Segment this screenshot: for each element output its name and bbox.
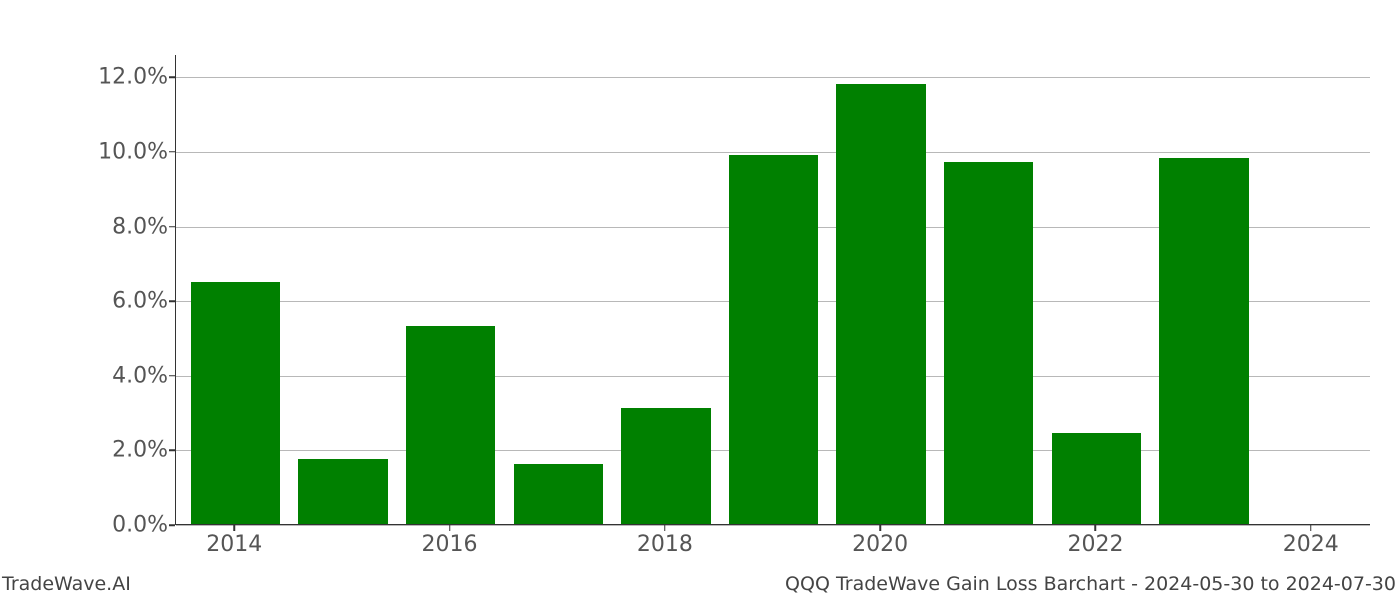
- y-axis-tick-label: 12.0%: [98, 65, 168, 90]
- x-axis-tick-label: 2022: [1067, 532, 1123, 557]
- bar-2016: [406, 326, 495, 524]
- y-axis-tick-mark: [169, 226, 175, 228]
- bar-2020: [836, 84, 925, 524]
- y-axis-tick-mark: [169, 151, 175, 153]
- y-axis-tick-label: 10.0%: [98, 139, 168, 164]
- bar-2019: [729, 155, 818, 524]
- x-axis-tick-label: 2020: [852, 532, 908, 557]
- gridline: [176, 77, 1370, 78]
- gridline: [176, 525, 1370, 526]
- bar-chart: [175, 55, 1370, 525]
- bar-2022: [1052, 433, 1141, 524]
- x-axis-tick-label: 2016: [422, 532, 478, 557]
- footer-right-text: QQQ TradeWave Gain Loss Barchart - 2024-…: [785, 573, 1396, 595]
- x-axis-tick-label: 2018: [637, 532, 693, 557]
- y-axis-tick-mark: [169, 450, 175, 452]
- y-axis-tick-mark: [169, 524, 175, 526]
- x-axis-tick-label: 2014: [206, 532, 262, 557]
- x-axis-tick-label: 2024: [1283, 532, 1339, 557]
- y-axis-tick-mark: [169, 375, 175, 377]
- bar-2015: [298, 459, 387, 524]
- x-axis-tick-mark: [879, 525, 881, 531]
- x-axis-tick-mark: [1310, 525, 1312, 531]
- y-axis-tick-label: 0.0%: [112, 513, 168, 538]
- footer-left-text: TradeWave.AI: [2, 573, 131, 595]
- plot-area: [175, 55, 1370, 525]
- y-axis-tick-mark: [169, 300, 175, 302]
- y-axis-tick-label: 8.0%: [112, 214, 168, 239]
- bar-2023: [1159, 158, 1248, 524]
- bar-2017: [514, 464, 603, 524]
- y-axis-tick-label: 4.0%: [112, 363, 168, 388]
- bar-2014: [191, 282, 280, 524]
- y-axis-tick-label: 6.0%: [112, 289, 168, 314]
- bar-2021: [944, 162, 1033, 524]
- y-axis-tick-label: 2.0%: [112, 438, 168, 463]
- x-axis-tick-mark: [233, 525, 235, 531]
- x-axis-tick-mark: [1095, 525, 1097, 531]
- y-axis-tick-mark: [169, 77, 175, 79]
- x-axis-tick-mark: [664, 525, 666, 531]
- gridline: [176, 152, 1370, 153]
- x-axis-tick-mark: [449, 525, 451, 531]
- bar-2018: [621, 408, 710, 524]
